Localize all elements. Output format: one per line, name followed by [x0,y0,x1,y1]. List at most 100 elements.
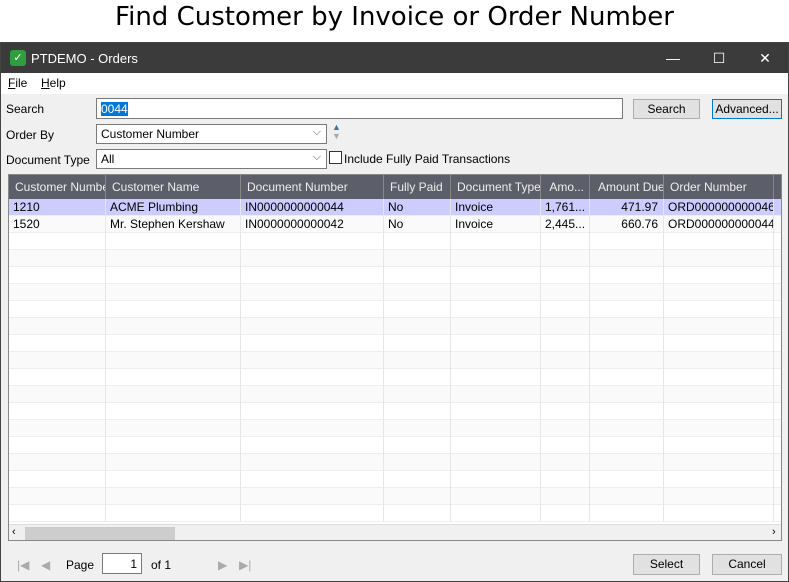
page-label: Page [66,558,95,572]
window-title: PTDEMO - Orders [31,51,138,66]
cancel-button[interactable]: Cancel [712,554,782,575]
next-page-icon[interactable]: ▶ [218,558,228,572]
first-page-icon[interactable]: |◀ [17,558,30,572]
table-cell [384,267,451,284]
table-cell [590,488,664,505]
table-cell [241,267,384,284]
column-header[interactable]: Customer Number [9,175,106,199]
table-cell [590,250,664,267]
search-label: Search [6,102,45,116]
page-input[interactable]: 1 [102,553,142,574]
table-cell [106,369,241,386]
table-cell [9,250,106,267]
include-paid-checkbox[interactable] [329,151,342,164]
table-cell [241,301,384,318]
maximize-button[interactable]: ☐ [712,50,726,66]
table-cell: No [384,216,451,233]
table-cell [241,284,384,301]
table-cell [384,505,451,522]
document-type-value: All [101,152,115,166]
table-cell [384,437,451,454]
title-bar: ✓ PTDEMO - Orders — ☐ ✕ [1,43,788,73]
minimize-button[interactable]: — [666,50,680,66]
table-cell [9,284,106,301]
page-count: of 1 [151,558,172,572]
table-cell [106,437,241,454]
table-cell [106,505,241,522]
table-cell [451,233,541,250]
table-cell [541,454,590,471]
table-cell: ACME Plumbing [106,199,241,216]
table-cell [541,301,590,318]
table-cell [384,352,451,369]
table-cell [106,335,241,352]
table-row[interactable]: 1210 ACME Plumbing IN0000000000044 No Invoic… [9,199,781,216]
table-cell [9,471,106,488]
column-header[interactable]: Document Type [451,175,541,199]
table-cell [106,352,241,369]
empty-row [9,267,781,284]
sort-ascending-icon[interactable]: ▲ ▼ [332,122,341,141]
table-cell [664,250,774,267]
table-cell [384,233,451,250]
previous-page-icon[interactable]: ◀ [41,558,51,572]
page-heading: Find Customer by Invoice or Order Number [115,2,674,32]
order-by-value: Customer Number [101,127,200,141]
empty-row [9,488,781,505]
column-header[interactable]: Fully Paid [384,175,451,199]
table-cell [664,471,774,488]
advanced-button[interactable]: Advanced... [712,99,782,119]
table-cell [664,352,774,369]
table-cell [590,352,664,369]
table-cell [541,386,590,403]
column-header[interactable]: Amo... [541,175,590,199]
column-header[interactable]: Order Number [664,175,774,199]
table-cell [451,284,541,301]
empty-row [9,369,781,386]
table-cell [541,505,590,522]
table-cell [541,369,590,386]
table-cell [241,335,384,352]
table-cell [384,284,451,301]
table-cell: Mr. Stephen Kershaw [106,216,241,233]
table-cell [241,318,384,335]
last-page-icon[interactable]: ▶| [239,558,252,572]
table-cell [541,437,590,454]
column-header[interactable]: Customer Name [106,175,241,199]
menu-help[interactable]: Help [41,76,66,90]
search-input[interactable]: 0044 [96,98,623,119]
scroll-right-icon[interactable]: › [772,526,776,538]
document-type-select[interactable]: All ⌵ [96,149,327,169]
horizontal-scrollbar[interactable]: ‹ › [9,524,781,540]
table-cell [9,505,106,522]
orders-grid: Customer Number Customer Name Document Num… [8,174,782,541]
order-by-select[interactable]: Customer Number ⌵ [96,124,327,144]
table-cell: ORD000000000046 [664,199,774,216]
table-cell [9,318,106,335]
column-header[interactable]: Document Number [241,175,384,199]
table-cell [541,335,590,352]
search-button[interactable]: Search [633,99,700,119]
empty-row [9,403,781,420]
table-cell [451,301,541,318]
table-cell [590,403,664,420]
table-cell [241,403,384,420]
orders-window: ✓ PTDEMO - Orders — ☐ ✕ File Help Search… [0,42,789,582]
table-cell [451,369,541,386]
column-header[interactable]: Amount Due [590,175,664,199]
table-cell [664,505,774,522]
table-cell [451,505,541,522]
table-row[interactable]: 1520 Mr. Stephen Kershaw IN0000000000042 No… [9,216,781,233]
close-button[interactable]: ✕ [759,50,771,66]
table-cell [590,233,664,250]
table-cell [384,420,451,437]
scroll-left-icon[interactable]: ‹ [12,526,16,538]
select-button[interactable]: Select [633,554,700,575]
menu-file[interactable]: File [8,76,28,90]
table-cell [590,301,664,318]
table-cell [664,318,774,335]
table-cell [106,284,241,301]
scrollbar-thumb[interactable] [25,527,175,540]
table-cell [541,488,590,505]
empty-row [9,437,781,454]
